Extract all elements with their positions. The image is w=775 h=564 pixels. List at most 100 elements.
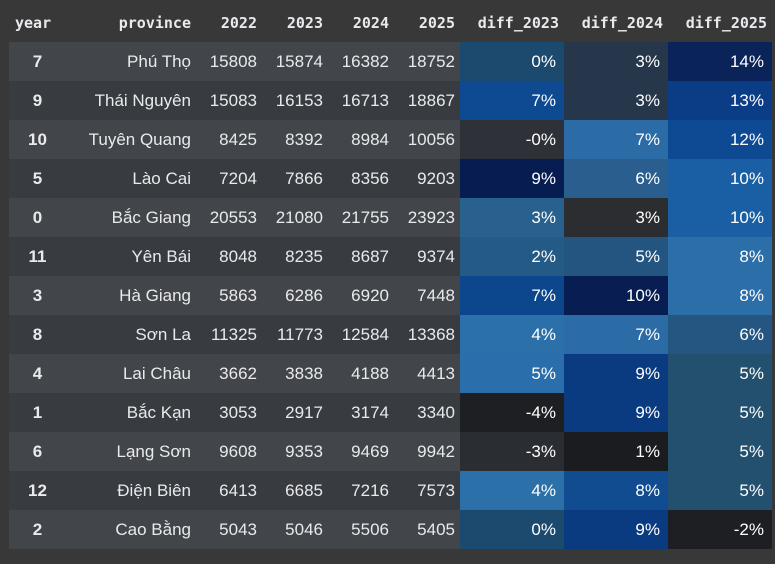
cell-diff-2023: 3% — [460, 198, 564, 237]
cell-2022: 7204 — [196, 159, 262, 198]
cell-2022: 9608 — [196, 432, 262, 471]
cell-diff-2024: 7% — [564, 120, 668, 159]
cell-2023: 2917 — [262, 393, 328, 432]
header-diff-2024: diff_2024 — [564, 4, 668, 42]
cell-diff-2025: 5% — [668, 354, 772, 393]
cell-diff-2025: 8% — [668, 237, 772, 276]
header-row: year province 2022 2023 2024 2025 diff_2… — [9, 4, 772, 42]
row-index: 12 — [9, 471, 66, 510]
cell-province: Hà Giang — [66, 276, 196, 315]
cell-province: Bắc Giang — [66, 198, 196, 237]
cell-2022: 3662 — [196, 354, 262, 393]
cell-diff-2023: 2% — [460, 237, 564, 276]
cell-2025: 3340 — [394, 393, 460, 432]
cell-2025: 18752 — [394, 42, 460, 81]
cell-2024: 8984 — [328, 120, 394, 159]
cell-2022: 3053 — [196, 393, 262, 432]
cell-province: Lạng Sơn — [66, 432, 196, 471]
cell-2022: 5863 — [196, 276, 262, 315]
cell-2022: 8425 — [196, 120, 262, 159]
row-index: 7 — [9, 42, 66, 81]
cell-2022: 11325 — [196, 315, 262, 354]
cell-2023: 9353 — [262, 432, 328, 471]
cell-2024: 5506 — [328, 510, 394, 549]
cell-2024: 9469 — [328, 432, 394, 471]
cell-2023: 15874 — [262, 42, 328, 81]
cell-2023: 7866 — [262, 159, 328, 198]
cell-diff-2024: 3% — [564, 42, 668, 81]
cell-2022: 5043 — [196, 510, 262, 549]
cell-province: Thái Nguyên — [66, 81, 196, 120]
cell-diff-2025: 13% — [668, 81, 772, 120]
cell-province: Bắc Kạn — [66, 393, 196, 432]
row-index: 9 — [9, 81, 66, 120]
cell-diff-2024: 3% — [564, 198, 668, 237]
header-2022: 2022 — [196, 4, 262, 42]
table-row: 3 Hà Giang 5863 6286 6920 7448 7% 10% 8% — [9, 276, 772, 315]
cell-2024: 4188 — [328, 354, 394, 393]
row-index: 6 — [9, 432, 66, 471]
cell-diff-2023: 9% — [460, 159, 564, 198]
cell-2025: 9374 — [394, 237, 460, 276]
table-row: 0 Bắc Giang 20553 21080 21755 23923 3% 3% 10% — [9, 198, 772, 237]
cell-2025: 7573 — [394, 471, 460, 510]
cell-diff-2023: 7% — [460, 276, 564, 315]
cell-diff-2025: 8% — [668, 276, 772, 315]
cell-2024: 8687 — [328, 237, 394, 276]
table-row: 4 Lai Châu 3662 3838 4188 4413 5% 9% 5% — [9, 354, 772, 393]
cell-2024: 21755 — [328, 198, 394, 237]
cell-province: Lai Châu — [66, 354, 196, 393]
row-index: 3 — [9, 276, 66, 315]
cell-2023: 11773 — [262, 315, 328, 354]
cell-diff-2024: 9% — [564, 510, 668, 549]
cell-diff-2025: 5% — [668, 432, 772, 471]
cell-diff-2024: 1% — [564, 432, 668, 471]
cell-diff-2024: 5% — [564, 237, 668, 276]
row-index: 8 — [9, 315, 66, 354]
cell-2023: 6286 — [262, 276, 328, 315]
cell-diff-2025: 5% — [668, 393, 772, 432]
table-row: 1 Bắc Kạn 3053 2917 3174 3340 -4% 9% 5% — [9, 393, 772, 432]
cell-diff-2023: 4% — [460, 315, 564, 354]
cell-diff-2023: 5% — [460, 354, 564, 393]
cell-2022: 20553 — [196, 198, 262, 237]
cell-province: Cao Bằng — [66, 510, 196, 549]
cell-province: Yên Bái — [66, 237, 196, 276]
cell-diff-2024: 3% — [564, 81, 668, 120]
cell-diff-2024: 10% — [564, 276, 668, 315]
cell-diff-2025: 5% — [668, 471, 772, 510]
cell-2023: 16153 — [262, 81, 328, 120]
cell-2023: 3838 — [262, 354, 328, 393]
cell-2022: 15083 — [196, 81, 262, 120]
cell-province: Tuyên Quang — [66, 120, 196, 159]
header-diff-2023: diff_2023 — [460, 4, 564, 42]
cell-2024: 7216 — [328, 471, 394, 510]
table-row: 2 Cao Bằng 5043 5046 5506 5405 0% 9% -2% — [9, 510, 772, 549]
cell-diff-2025: 14% — [668, 42, 772, 81]
cell-2024: 3174 — [328, 393, 394, 432]
table-body: 7 Phú Thọ 15808 15874 16382 18752 0% 3% 14% 9 Thái… — [9, 42, 772, 549]
cell-2025: 9203 — [394, 159, 460, 198]
cell-province: Lào Cai — [66, 159, 196, 198]
cell-2024: 16713 — [328, 81, 394, 120]
cell-diff-2023: -4% — [460, 393, 564, 432]
cell-2023: 5046 — [262, 510, 328, 549]
table-row: 5 Lào Cai 7204 7866 8356 9203 9% 6% 10% — [9, 159, 772, 198]
table-row: 7 Phú Thọ 15808 15874 16382 18752 0% 3% 14% — [9, 42, 772, 81]
cell-2025: 5405 — [394, 510, 460, 549]
cell-2025: 10056 — [394, 120, 460, 159]
cell-diff-2023: -3% — [460, 432, 564, 471]
cell-2024: 16382 — [328, 42, 394, 81]
header-diff-2025: diff_2025 — [668, 4, 772, 42]
header-2024: 2024 — [328, 4, 394, 42]
row-index: 2 — [9, 510, 66, 549]
header-province: province — [66, 4, 196, 42]
row-index: 5 — [9, 159, 66, 198]
row-index: 0 — [9, 198, 66, 237]
row-index: 10 — [9, 120, 66, 159]
cell-2025: 9942 — [394, 432, 460, 471]
table-row: 10 Tuyên Quang 8425 8392 8984 10056 -0% 7% 12% — [9, 120, 772, 159]
table-row: 9 Thái Nguyên 15083 16153 16713 18867 7% 3% 13% — [9, 81, 772, 120]
cell-2024: 8356 — [328, 159, 394, 198]
